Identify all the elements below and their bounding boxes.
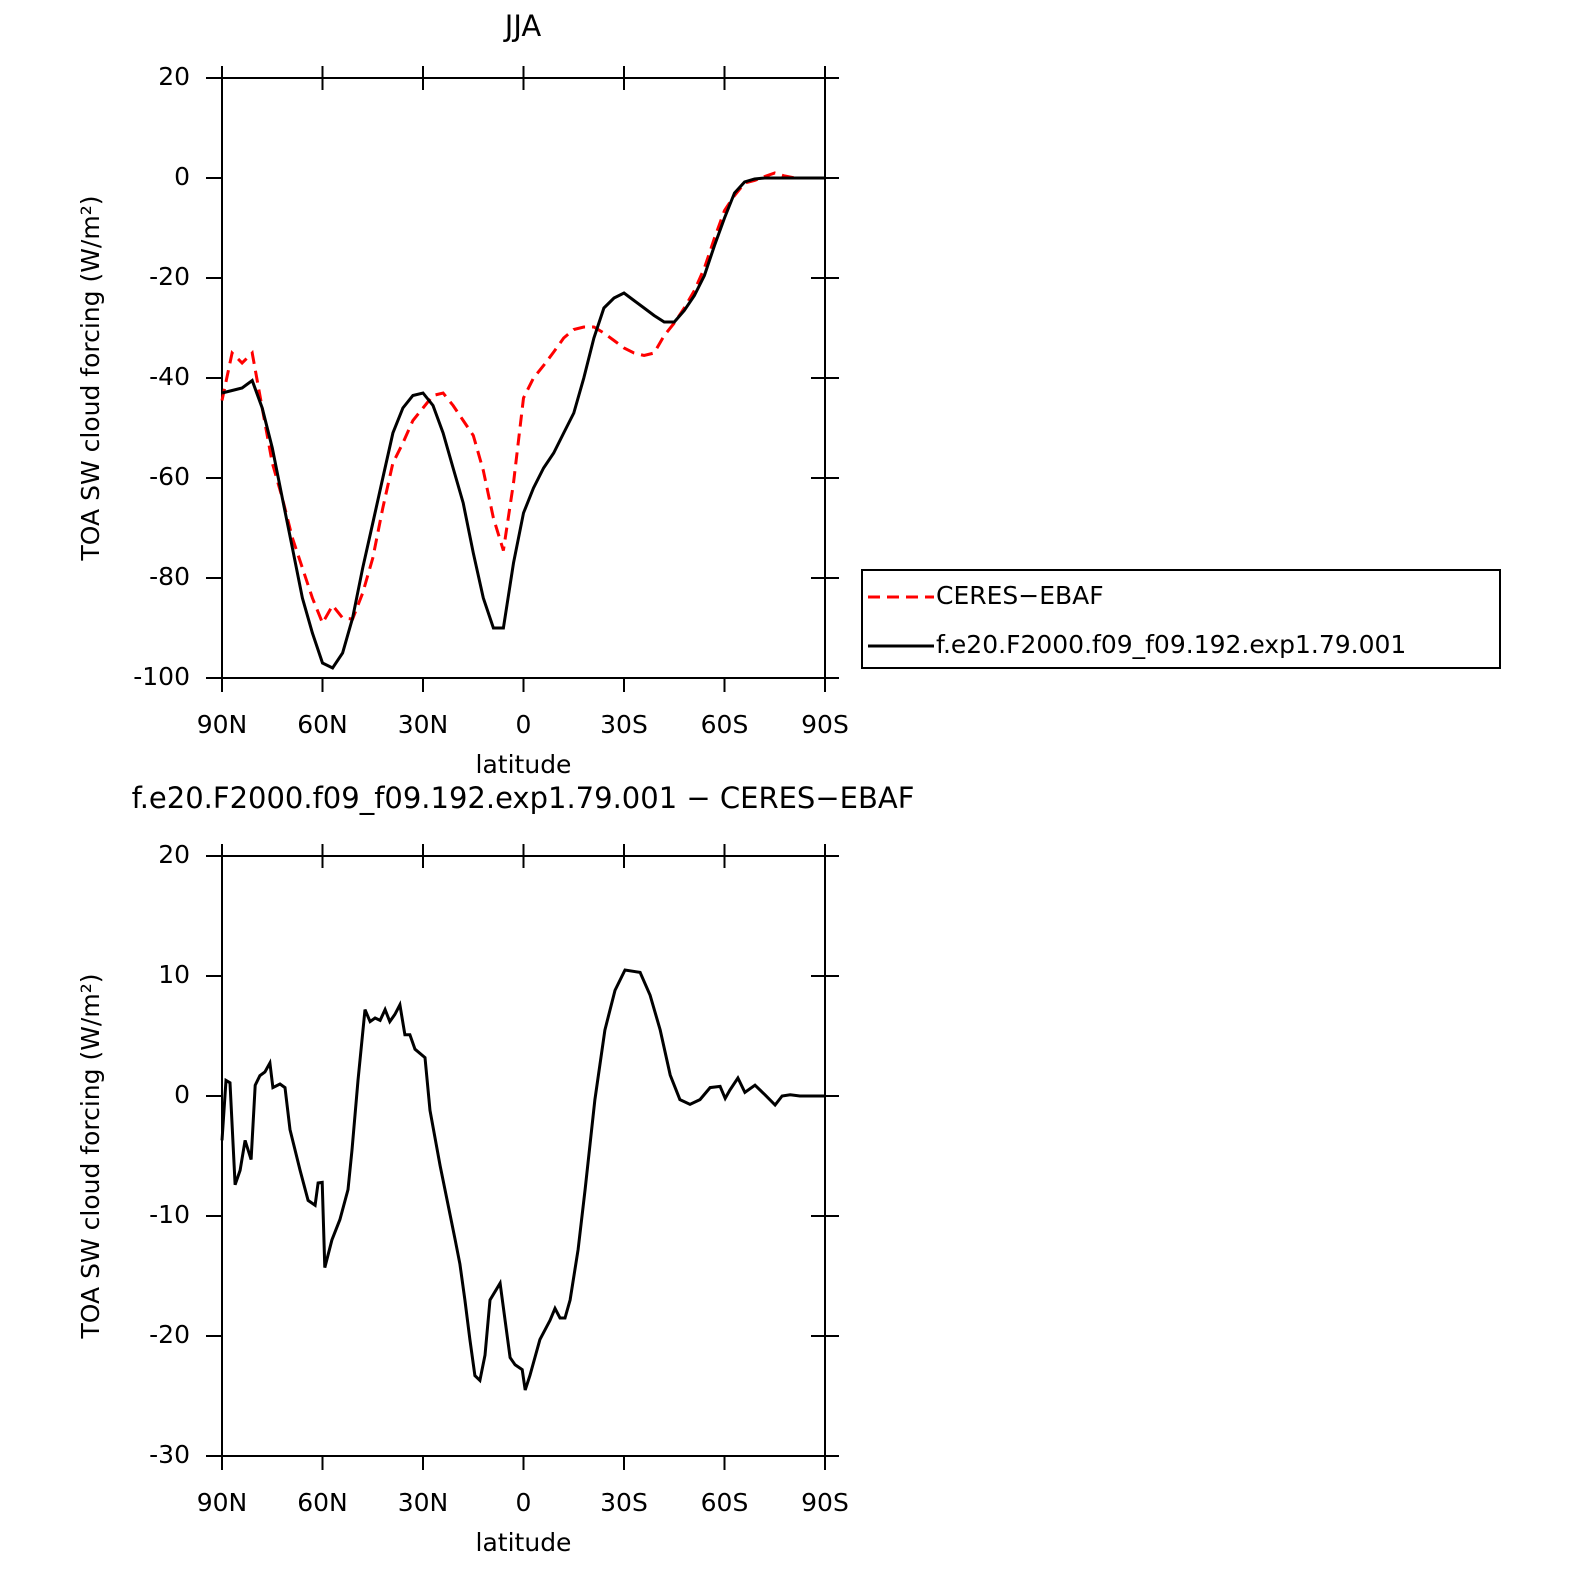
y-axis-label: TOA SW cloud forcing (W/m²) — [76, 974, 105, 1340]
y-tick-label: -30 — [149, 1440, 190, 1469]
x-tick-label: 90S — [801, 1488, 849, 1517]
y-tick-label: -80 — [149, 562, 190, 591]
plot-frame — [221, 77, 826, 679]
legend-label: CERES−EBAF — [936, 581, 1104, 610]
plot-frame — [221, 855, 826, 1457]
y-tick-label: -20 — [149, 1320, 190, 1349]
y-tick-label: -40 — [149, 362, 190, 391]
x-tick-label: 60N — [297, 1488, 348, 1517]
x-tick-label: 90N — [197, 710, 248, 739]
legend-box — [861, 569, 1501, 669]
y-tick-label: 0 — [174, 162, 190, 191]
chart-title: JJA — [503, 9, 542, 43]
y-tick-label: 0 — [174, 1080, 190, 1109]
legend-label: f.e20.F2000.f09_f09.192.exp1.79.001 — [936, 630, 1406, 659]
y-tick-label: 20 — [158, 62, 190, 91]
y-tick-label: -60 — [149, 462, 190, 491]
x-tick-label: 60S — [701, 1488, 749, 1517]
y-axis-label: TOA SW cloud forcing (W/m²) — [76, 196, 105, 562]
y-tick-label: 20 — [158, 840, 190, 869]
x-tick-label: 30S — [600, 710, 648, 739]
data-line — [220, 171, 825, 627]
x-tick-label: 90N — [197, 1488, 248, 1517]
x-tick-label: 60N — [297, 710, 348, 739]
x-axis-label: latitude — [476, 1528, 572, 1557]
x-tick-label: 30N — [398, 710, 449, 739]
y-tick-label: -10 — [149, 1200, 190, 1229]
x-tick-label: 30N — [398, 1488, 449, 1517]
x-tick-label: 90S — [801, 710, 849, 739]
data-line — [220, 968, 825, 1391]
x-tick-label: 30S — [600, 1488, 648, 1517]
y-tick-label: -100 — [133, 662, 190, 691]
x-tick-label: 0 — [516, 710, 532, 739]
data-line — [221, 176, 825, 670]
chart-title: f.e20.F2000.f09_f09.192.exp1.79.001 − CE… — [132, 781, 915, 815]
y-tick-label: 10 — [158, 960, 190, 989]
x-tick-label: 60S — [701, 710, 749, 739]
x-axis-label: latitude — [476, 750, 572, 779]
x-tick-label: 0 — [516, 1488, 532, 1517]
y-tick-label: -20 — [149, 262, 190, 291]
